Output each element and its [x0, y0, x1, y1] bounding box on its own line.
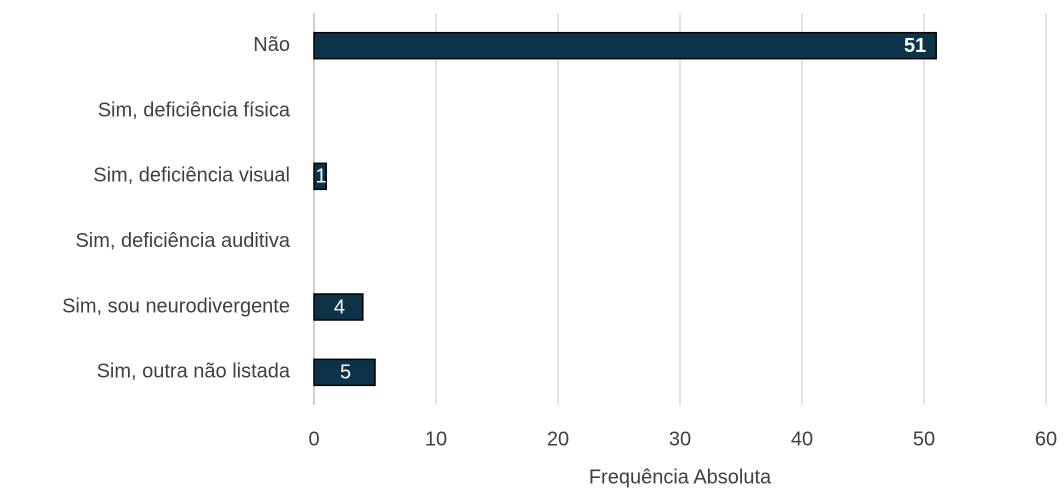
bar	[313, 358, 376, 387]
y-tick-label: Sim, deficiência física	[98, 99, 291, 121]
data-label: 5	[340, 362, 351, 384]
y-tick-label: Sim, deficiência visual	[93, 165, 290, 187]
x-tick-label: 0	[308, 428, 319, 450]
bar	[313, 293, 364, 321]
bar	[313, 162, 327, 191]
data-label: 4	[334, 296, 345, 318]
y-tick-label: Não	[253, 34, 290, 56]
y-tick-label: Sim, sou neurodivergente	[62, 295, 290, 317]
x-tick-label: 50	[913, 428, 935, 450]
x-tick-label: 60	[1035, 428, 1057, 450]
x-tick-label: 40	[791, 428, 813, 450]
data-label: 51	[904, 35, 926, 57]
y-tick-label: Sim, outra não listada	[97, 361, 291, 383]
y-tick-label: Sim, deficiência auditiva	[75, 230, 290, 252]
x-tick-label: 30	[669, 428, 691, 450]
x-axis-title: Frequência Absoluta	[589, 466, 772, 488]
data-label: 1	[316, 166, 327, 188]
x-tick-label: 10	[425, 428, 447, 450]
x-tick-label: 20	[547, 428, 569, 450]
bar	[313, 31, 937, 60]
